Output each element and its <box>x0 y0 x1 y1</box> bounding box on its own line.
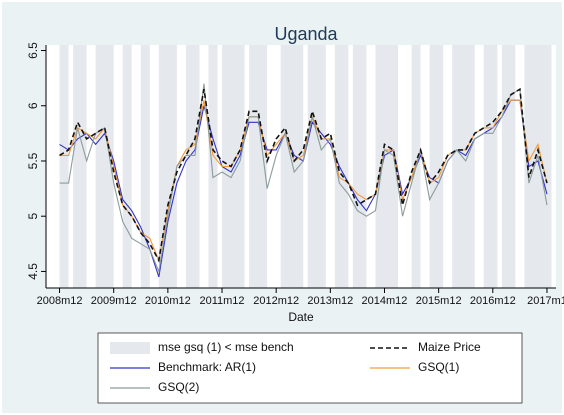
shaded-band <box>122 45 132 288</box>
y-tick-label: 6.5 <box>26 42 40 59</box>
shaded-band <box>222 45 245 288</box>
shaded-band <box>334 45 349 288</box>
legend-label: GSQ(2) <box>158 380 199 394</box>
shaded-band <box>483 45 498 288</box>
shaded-band <box>158 45 177 288</box>
y-tick-label: 6 <box>26 102 40 109</box>
shaded-band <box>352 45 367 288</box>
legend-swatch <box>110 342 150 354</box>
x-tick-label: 2012m12 <box>253 295 299 307</box>
shaded-band <box>280 45 304 288</box>
y-tick-label: 4.5 <box>26 263 40 280</box>
shaded-band <box>501 45 516 288</box>
x-tick-label: 2014m12 <box>362 295 408 307</box>
shaded-band <box>307 45 326 288</box>
shaded-band <box>73 45 87 288</box>
legend-label: Benchmark: AR(1) <box>158 360 256 374</box>
shaded-band <box>249 45 268 288</box>
legend-label: mse gsq (1) < mse bench <box>158 340 294 354</box>
shaded-band <box>59 45 69 288</box>
x-tick-label: 2017m1 <box>527 295 564 307</box>
shaded-band <box>95 45 114 288</box>
x-tick-label: 2016m12 <box>470 295 516 307</box>
shaded-band <box>375 45 399 288</box>
legend-label: GSQ(1) <box>418 360 459 374</box>
x-axis-title: Date <box>288 310 314 324</box>
x-tick-label: 2008m12 <box>37 295 83 307</box>
series-line <box>59 83 548 274</box>
x-tick-label: 2010m12 <box>145 295 191 307</box>
x-tick-label: 2015m12 <box>416 295 462 307</box>
shaded-band <box>452 45 475 288</box>
legend <box>97 332 523 404</box>
shaded-band <box>429 45 444 288</box>
y-tick-label: 5.5 <box>26 152 40 169</box>
x-tick-label: 2009m12 <box>91 295 137 307</box>
shaded-band <box>208 45 218 288</box>
shaded-band <box>185 45 200 288</box>
series-line <box>59 87 548 263</box>
x-tick-label: 2013m12 <box>307 295 353 307</box>
legend-label: Maize Price <box>418 340 481 354</box>
x-tick-label: 2011m12 <box>199 295 244 307</box>
chart-title: Uganda <box>274 24 338 44</box>
shaded-band <box>140 45 150 288</box>
y-tick-label: 5 <box>26 213 40 220</box>
